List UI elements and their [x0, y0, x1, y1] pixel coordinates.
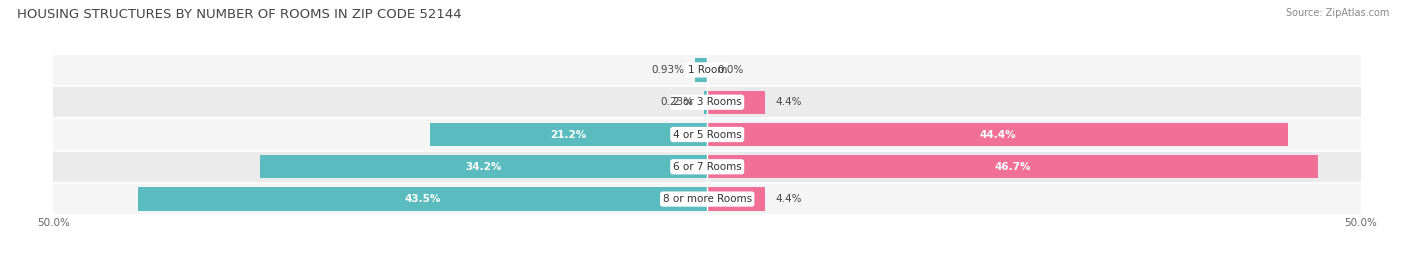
Bar [53, 54, 1361, 86]
Bar [695, 58, 707, 82]
Bar [53, 118, 1361, 151]
Text: 46.7%: 46.7% [994, 162, 1031, 172]
Bar [53, 183, 1361, 215]
Bar [704, 91, 707, 114]
Text: 21.2%: 21.2% [551, 129, 586, 140]
Bar [53, 151, 1361, 183]
Text: 44.4%: 44.4% [979, 129, 1015, 140]
Text: 8 or more Rooms: 8 or more Rooms [662, 194, 752, 204]
Text: 43.5%: 43.5% [405, 194, 441, 204]
Bar [707, 155, 1317, 178]
Text: 2 or 3 Rooms: 2 or 3 Rooms [673, 97, 741, 107]
Text: 4 or 5 Rooms: 4 or 5 Rooms [673, 129, 741, 140]
Text: 34.2%: 34.2% [465, 162, 502, 172]
Bar [260, 155, 707, 178]
Text: 0.0%: 0.0% [717, 65, 744, 75]
Bar [53, 86, 1361, 118]
Bar [707, 123, 1288, 146]
Bar [707, 91, 765, 114]
Text: 4.4%: 4.4% [775, 194, 801, 204]
Text: 6 or 7 Rooms: 6 or 7 Rooms [673, 162, 741, 172]
Text: 0.93%: 0.93% [651, 65, 685, 75]
Text: Source: ZipAtlas.com: Source: ZipAtlas.com [1285, 8, 1389, 18]
Bar [707, 187, 765, 211]
Text: 1 Room: 1 Room [688, 65, 727, 75]
Bar [138, 187, 707, 211]
Bar [430, 123, 707, 146]
Text: 4.4%: 4.4% [775, 97, 801, 107]
Text: 0.23%: 0.23% [661, 97, 693, 107]
Text: HOUSING STRUCTURES BY NUMBER OF ROOMS IN ZIP CODE 52144: HOUSING STRUCTURES BY NUMBER OF ROOMS IN… [17, 8, 461, 21]
